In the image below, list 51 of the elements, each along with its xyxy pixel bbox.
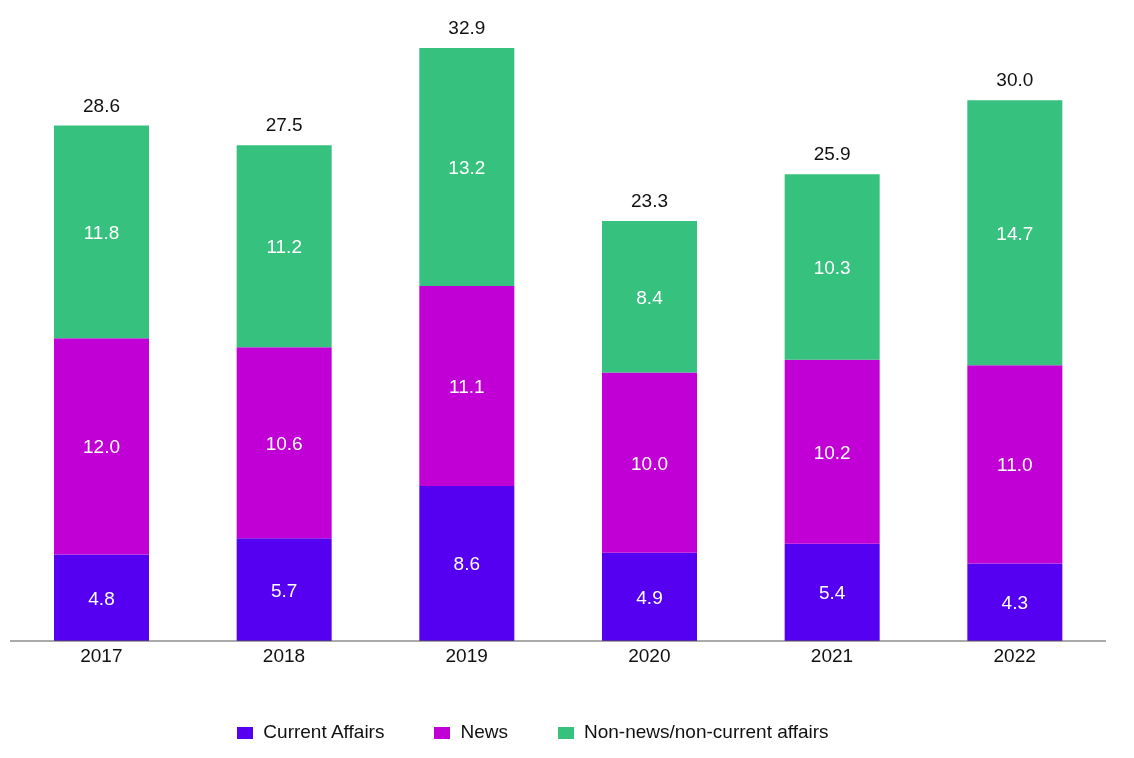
data-label: 11.8 xyxy=(83,221,120,243)
total-label: 27.5 xyxy=(265,114,303,136)
x-tick-label: 2022 xyxy=(993,645,1036,667)
bar xyxy=(54,125,149,339)
total-label: 23.3 xyxy=(631,190,668,212)
total-label: 25.9 xyxy=(813,143,851,165)
bar xyxy=(236,347,332,539)
data-label: 5.7 xyxy=(270,579,298,601)
bar xyxy=(419,48,515,286)
data-label: 11.0 xyxy=(997,454,1033,476)
bar xyxy=(602,221,697,373)
bar xyxy=(967,563,1063,641)
bar xyxy=(54,338,149,555)
total-label: 30.0 xyxy=(996,69,1034,91)
data-label: 4.3 xyxy=(1001,592,1029,614)
bar xyxy=(967,365,1063,564)
data-label: 5.4 xyxy=(818,582,846,604)
data-label: 4.8 xyxy=(88,587,115,609)
bar xyxy=(419,485,515,641)
data-label: 13.2 xyxy=(448,156,486,178)
bar xyxy=(784,543,880,641)
legend-label: News xyxy=(460,721,508,742)
bar xyxy=(419,285,515,486)
data-label: 10.0 xyxy=(631,452,668,474)
total-label: 28.6 xyxy=(83,94,120,116)
data-label: 12.0 xyxy=(83,436,120,458)
data-label: 11.1 xyxy=(449,375,485,397)
bar xyxy=(967,100,1063,366)
data-label: 8.4 xyxy=(636,286,664,308)
legend-label: Current Affairs xyxy=(263,721,385,742)
bar xyxy=(54,554,149,641)
data-label: 8.6 xyxy=(453,553,481,575)
bar xyxy=(784,174,880,360)
legend-label: Non-news/non-current affairs xyxy=(583,721,829,742)
bar xyxy=(602,552,697,641)
data-label: 11.2 xyxy=(266,236,302,258)
x-tick-label: 2020 xyxy=(628,645,671,667)
x-tick-label: 2019 xyxy=(445,645,488,667)
bar xyxy=(236,538,332,641)
bar xyxy=(236,145,332,348)
data-label: 10.6 xyxy=(265,432,303,454)
x-tick-label: 2021 xyxy=(810,645,854,667)
data-label: 14.7 xyxy=(996,222,1034,244)
x-tick-label: 2018 xyxy=(262,645,306,667)
total-label: 32.9 xyxy=(448,17,486,38)
data-label: 10.2 xyxy=(813,441,851,463)
data-label: 4.9 xyxy=(636,586,663,608)
bar xyxy=(784,359,880,544)
bar xyxy=(602,372,697,553)
x-tick-label: 2017 xyxy=(80,645,123,667)
data-label: 10.3 xyxy=(813,257,851,278)
